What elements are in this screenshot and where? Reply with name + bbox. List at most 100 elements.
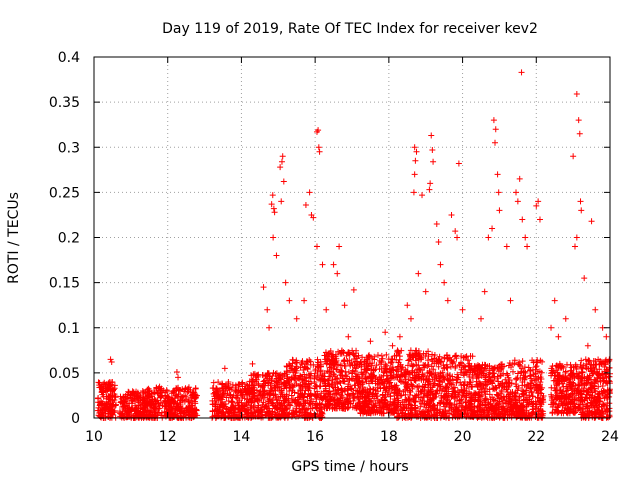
data-point	[260, 284, 267, 291]
data-point	[210, 379, 217, 386]
data-point	[408, 381, 415, 388]
x-tick-label: 20	[454, 429, 472, 445]
data-point	[489, 374, 496, 381]
data-point	[360, 370, 367, 377]
data-point	[277, 405, 284, 412]
data-point	[325, 354, 332, 361]
data-point	[216, 394, 223, 401]
data-point	[518, 402, 525, 409]
data-point	[367, 338, 374, 345]
data-point	[562, 405, 569, 412]
data-point	[215, 410, 222, 417]
data-point	[405, 405, 412, 412]
data-point	[411, 392, 418, 399]
data-point	[588, 368, 595, 375]
data-point	[257, 391, 264, 398]
data-point	[371, 356, 378, 363]
data-point	[350, 397, 357, 404]
data-point	[321, 373, 328, 380]
data-point	[266, 395, 273, 402]
data-point	[512, 404, 519, 411]
data-point	[192, 394, 199, 401]
data-point	[95, 412, 102, 419]
data-point	[474, 403, 481, 410]
data-point	[264, 402, 271, 409]
data-point	[456, 397, 463, 404]
data-point	[490, 117, 497, 124]
data-point	[299, 361, 306, 368]
data-point	[109, 387, 116, 394]
data-point	[129, 388, 136, 395]
data-point	[182, 393, 189, 400]
data-point	[336, 369, 343, 376]
data-point	[411, 144, 418, 151]
data-point	[339, 394, 346, 401]
data-point	[359, 371, 366, 378]
data-point	[333, 351, 340, 358]
data-point	[302, 202, 309, 209]
data-point	[402, 376, 409, 383]
data-point	[453, 352, 460, 359]
data-point	[516, 359, 523, 366]
data-point	[587, 392, 594, 399]
data-point	[255, 371, 262, 378]
data-point	[590, 361, 597, 368]
data-point	[335, 348, 342, 355]
data-point	[482, 391, 489, 398]
data-point	[95, 394, 102, 401]
data-point	[416, 375, 423, 382]
data-point	[374, 397, 381, 404]
data-point	[462, 398, 469, 405]
data-point	[454, 234, 461, 241]
data-point	[329, 405, 336, 412]
data-point	[427, 180, 434, 187]
data-point	[144, 392, 151, 399]
data-point	[255, 380, 262, 387]
data-point	[148, 390, 155, 397]
y-tick-label: 0.25	[49, 185, 80, 201]
data-point	[428, 132, 435, 139]
data-point	[408, 402, 415, 409]
data-point	[363, 378, 370, 385]
data-point	[398, 412, 405, 419]
data-point	[286, 297, 293, 304]
data-point	[432, 390, 439, 397]
data-point	[264, 376, 271, 383]
data-point	[403, 382, 410, 389]
data-point	[291, 375, 298, 382]
data-point	[271, 209, 278, 216]
data-point	[317, 368, 324, 375]
data-point	[430, 158, 437, 165]
data-points	[94, 69, 613, 421]
data-point	[180, 410, 187, 417]
data-point	[253, 387, 260, 394]
data-point	[99, 409, 106, 416]
data-point	[494, 411, 501, 418]
data-point	[217, 395, 224, 402]
data-point	[448, 211, 455, 218]
x-tick-label: 16	[306, 429, 324, 445]
data-point	[266, 324, 273, 331]
data-point	[340, 357, 347, 364]
data-point	[376, 366, 383, 373]
data-point	[584, 342, 591, 349]
data-point	[580, 401, 587, 408]
data-point	[97, 401, 104, 408]
data-point	[489, 409, 496, 416]
data-point	[570, 153, 577, 160]
data-point	[508, 364, 515, 371]
data-point	[584, 373, 591, 380]
data-point	[593, 402, 600, 409]
data-point	[161, 403, 168, 410]
data-point	[534, 357, 541, 364]
data-point	[600, 410, 607, 417]
data-point	[562, 369, 569, 376]
data-point	[117, 409, 124, 416]
data-point	[168, 395, 175, 402]
data-point	[553, 381, 560, 388]
data-point	[440, 362, 447, 369]
data-point	[343, 352, 350, 359]
data-point	[260, 392, 267, 399]
data-point	[182, 386, 189, 393]
data-point	[209, 401, 216, 408]
